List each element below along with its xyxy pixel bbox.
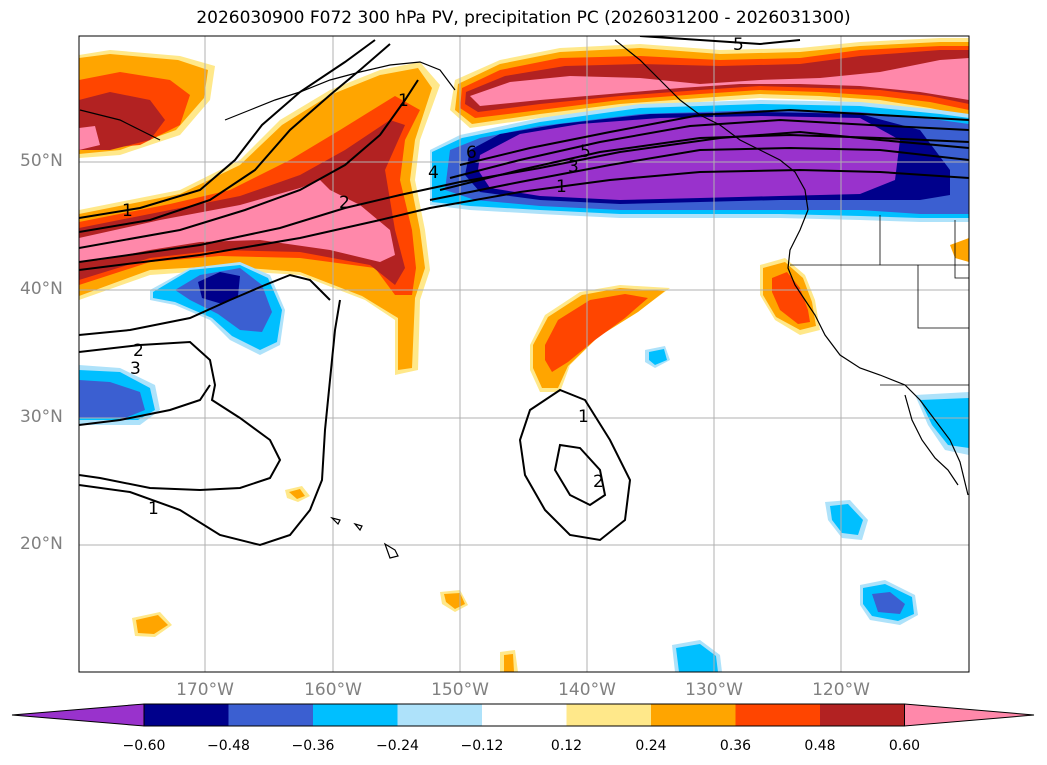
lon-label-150w: 150°W: [431, 680, 489, 700]
colorbar-tick: 0.36: [719, 738, 752, 754]
contour-label: 5: [733, 35, 744, 55]
small-features: [132, 346, 918, 672]
lat-label-20n: 20°N: [20, 534, 63, 554]
lon-label-170w: 170°W: [176, 680, 234, 700]
contour-label: 3: [130, 359, 141, 379]
map-title: 2026030900 F072 300 hPa PV, precipitatio…: [196, 8, 851, 28]
contour-label: 2: [593, 472, 604, 492]
contour-label: 1: [398, 91, 409, 111]
colorbar-tick: −0.60: [122, 738, 166, 754]
lon-label-160w: 160°W: [304, 680, 362, 700]
colorbar-tick: −0.36: [291, 738, 335, 754]
positive-anomaly-central: [530, 285, 670, 392]
contour-label: 2: [133, 341, 144, 361]
contour-label: 1: [578, 407, 589, 427]
colorbar-tick: −0.12: [460, 738, 504, 754]
contour-label: 1: [556, 177, 567, 197]
contour-label: 5: [580, 142, 591, 162]
colorbar-tick: 0.60: [888, 738, 921, 754]
lat-label-50n: 50°N: [20, 151, 63, 171]
negative-anomaly-west: [150, 262, 285, 355]
positive-anomaly-california: [760, 238, 969, 335]
contour-label: 4: [428, 163, 439, 183]
political-borders: [790, 215, 969, 386]
positive-anomaly-band: [79, 62, 440, 375]
contour-label: 6: [466, 143, 477, 163]
contour-label: 1: [148, 499, 159, 519]
lat-label-30n: 30°N: [20, 407, 63, 427]
negative-anomaly-baja: [915, 392, 969, 455]
contour-label: 3: [568, 157, 579, 177]
pv-contours: [79, 36, 969, 547]
lat-label-40n: 40°N: [20, 279, 63, 299]
lon-label-140w: 140°W: [558, 680, 616, 700]
colorbar-tick: −0.24: [376, 738, 419, 754]
colorbar-tick: −0.48: [207, 738, 250, 754]
colorbar-tick: 0.12: [550, 738, 583, 754]
colorbar-tick: 0.48: [804, 738, 836, 754]
contour-label: 1: [122, 201, 133, 221]
lon-label-120w: 120°W: [812, 680, 870, 700]
colorbar-tick: 0.24: [635, 738, 667, 754]
coastlines: [79, 39, 969, 559]
negative-anomaly-southwest: [79, 365, 160, 425]
contour-label: 2: [339, 193, 350, 213]
lon-label-130w: 130°W: [685, 680, 743, 700]
plot-frame: [78, 35, 970, 673]
contour-labels: 5 6 5 4 3 2 1 1 2 3 1 1 2 1: [122, 35, 744, 519]
plot-area: 5 6 5 4 3 2 1 1 2 3 1 1 2 1: [79, 35, 969, 672]
colorbar: [11, 703, 1035, 727]
